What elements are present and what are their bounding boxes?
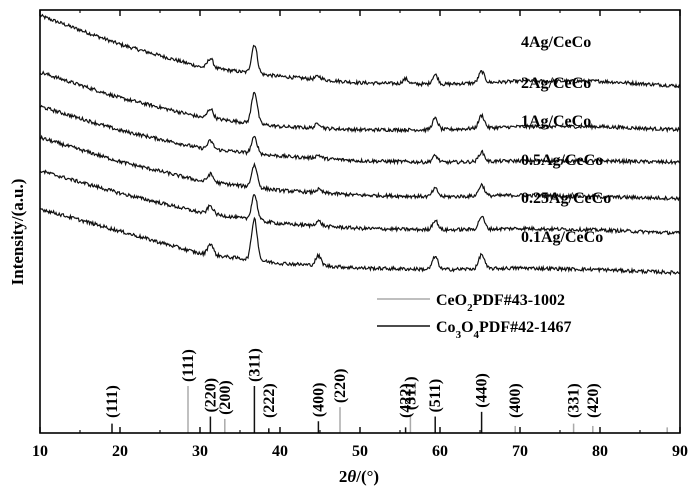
x-tick-label: 90 bbox=[672, 443, 688, 460]
reference-label: (220) bbox=[202, 378, 219, 413]
x-tick-label: 60 bbox=[432, 443, 448, 460]
xrd-trace-4 bbox=[39, 134, 681, 202]
x-tick-label: 40 bbox=[272, 443, 288, 460]
reference-label: (331) bbox=[566, 383, 583, 418]
xrd-trace-3 bbox=[39, 104, 681, 166]
reference-lines bbox=[111, 386, 668, 433]
series-label: 0.5Ag/CeCo bbox=[521, 152, 603, 169]
x-axis-ticks bbox=[39, 10, 681, 433]
reference-label: (311) bbox=[246, 348, 263, 382]
plot-frame bbox=[39, 9, 681, 434]
xrd-trace-5 bbox=[39, 169, 681, 236]
reference-label: (420) bbox=[585, 383, 602, 418]
x-axis-label: 2θ/(°) bbox=[339, 467, 379, 486]
legend-label: CeO2PDF#43-1002 bbox=[436, 292, 565, 314]
legend: CeO2PDF#43-1002 Co3O4PDF#42-1467 bbox=[377, 292, 571, 341]
reference-label: (511) bbox=[427, 379, 444, 413]
reference-label: (400) bbox=[507, 383, 524, 418]
reference-label: (111) bbox=[104, 385, 121, 418]
reference-label: (400) bbox=[310, 383, 327, 418]
xrd-traces bbox=[39, 13, 681, 276]
xrd-trace-6 bbox=[39, 208, 681, 276]
series-label: 2Ag/CeCo bbox=[521, 75, 591, 92]
reference-label: (422) bbox=[398, 383, 415, 418]
x-tick-label: 70 bbox=[512, 443, 528, 460]
legend-label: Co3O4PDF#42-1467 bbox=[436, 319, 571, 341]
reference-label: (111) bbox=[180, 349, 197, 382]
y-axis-label: Intensity/(a.u.) bbox=[8, 179, 27, 286]
xrd-trace-2 bbox=[39, 70, 681, 134]
reference-label: (220) bbox=[332, 368, 349, 403]
series-labels: 4Ag/CeCo 2Ag/CeCo 1Ag/CeCo 0.5Ag/CeCo 0.25Ag… bbox=[521, 34, 611, 246]
x-tick-label: 10 bbox=[32, 443, 48, 460]
x-tick-label: 20 bbox=[112, 443, 128, 460]
series-label: 4Ag/CeCo bbox=[521, 34, 591, 51]
x-tick-label: 30 bbox=[192, 443, 208, 460]
reference-labels: (111)(200) (220) (311) (400) (331) (420)(111)… bbox=[104, 348, 602, 418]
xrd-trace-1 bbox=[39, 13, 681, 89]
reference-label: (311) bbox=[402, 376, 419, 410]
x-axis-tick-labels: 10 20 30 40 50 60 70 80 90 bbox=[32, 443, 688, 460]
reference-label: (440) bbox=[474, 373, 491, 408]
series-label: 0.1Ag/CeCo bbox=[521, 229, 603, 246]
reference-label: (200) bbox=[217, 380, 234, 415]
series-label: 1Ag/CeCo bbox=[521, 113, 591, 130]
series-label: 0.25Ag/CeCo bbox=[521, 190, 611, 207]
reference-label: (222) bbox=[261, 383, 278, 418]
x-tick-label: 80 bbox=[592, 443, 608, 460]
x-tick-label: 50 bbox=[352, 443, 368, 460]
